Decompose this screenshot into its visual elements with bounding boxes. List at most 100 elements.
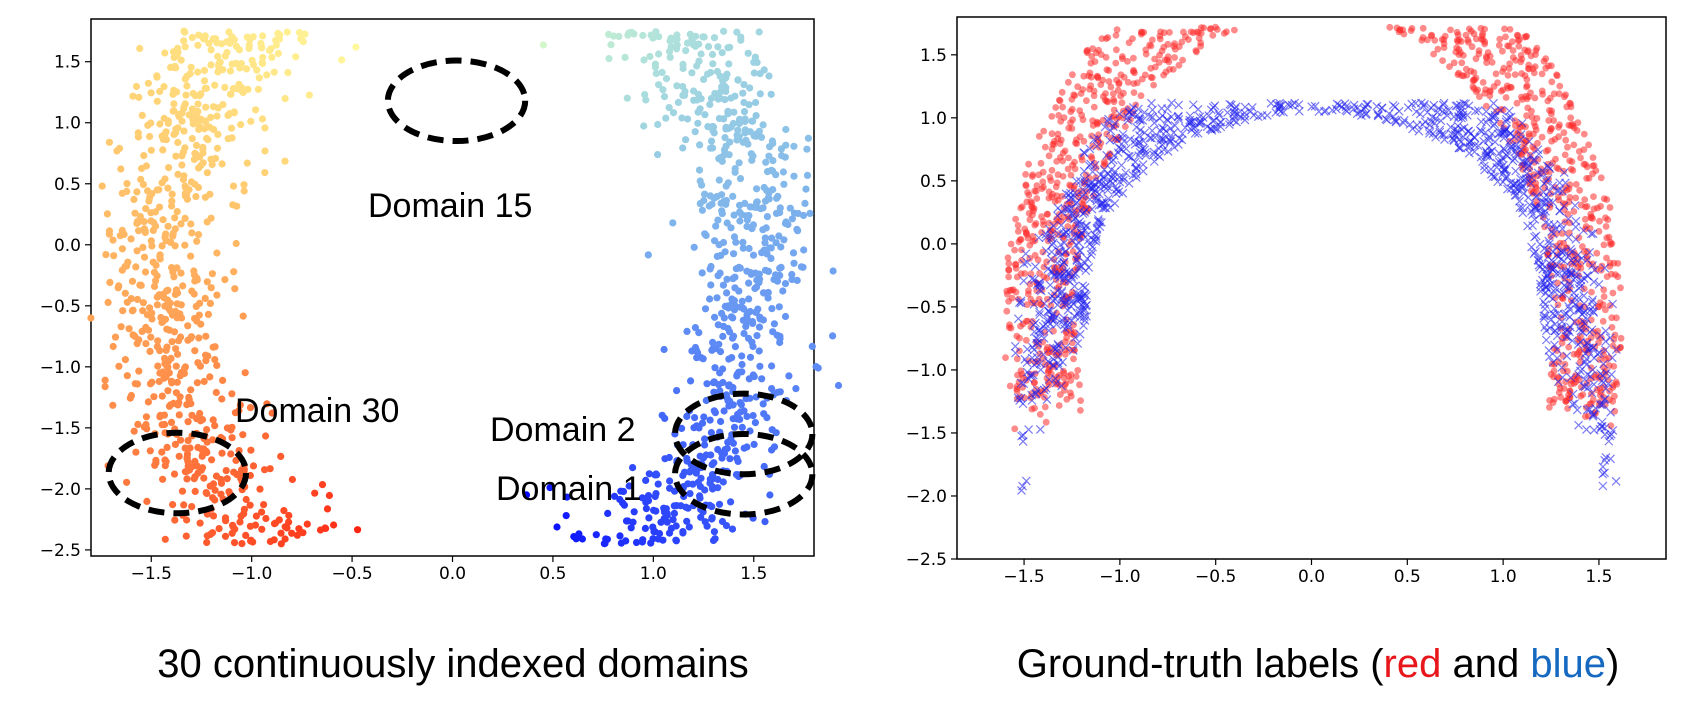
blue-point	[1204, 111, 1214, 121]
red-point	[1083, 97, 1090, 105]
domain-point	[178, 117, 186, 125]
domain-point	[161, 535, 169, 543]
y-tick-label: −0.5	[40, 297, 81, 317]
blue-point	[1174, 139, 1183, 149]
domain-point	[691, 324, 700, 332]
domain-point	[195, 117, 203, 125]
red-point	[1055, 402, 1063, 409]
blue-point	[1134, 137, 1144, 147]
red-point	[1545, 117, 1553, 124]
domain-point	[171, 225, 179, 233]
blue-point	[1498, 129, 1508, 139]
domain-point	[194, 183, 203, 192]
blue-point	[1187, 117, 1196, 127]
domain-point	[242, 531, 250, 540]
blue-point	[1606, 407, 1616, 417]
blue-point	[1484, 135, 1493, 145]
blue-point	[1093, 215, 1103, 224]
red-point	[1531, 94, 1539, 102]
y-tick-label: −2.0	[40, 480, 81, 500]
x-tick-label: −0.5	[1195, 567, 1236, 587]
red-point	[1110, 106, 1118, 114]
red-point	[1061, 381, 1069, 389]
domain-point	[237, 466, 246, 474]
blue-point	[1563, 214, 1573, 224]
red-point	[1046, 173, 1054, 181]
domain-point	[759, 400, 767, 408]
domain-point	[701, 230, 709, 238]
red-point	[1175, 43, 1183, 50]
domain-point	[755, 28, 763, 36]
blue-point	[1577, 253, 1587, 263]
red-point	[1030, 205, 1038, 212]
blue-point	[1606, 454, 1615, 464]
domain-point	[147, 333, 155, 341]
blue-point	[1501, 117, 1511, 127]
domain-point	[158, 448, 166, 456]
domain-point	[739, 138, 747, 146]
red-point	[1071, 165, 1079, 173]
domain-point	[246, 522, 254, 530]
blue-point	[1572, 272, 1581, 282]
red-point	[1440, 44, 1448, 51]
blue-point	[1174, 111, 1183, 121]
blue-point	[1505, 129, 1515, 139]
red-point	[1548, 137, 1555, 145]
blue-point	[1080, 315, 1090, 325]
blue-point	[1510, 191, 1520, 200]
blue-point	[1574, 420, 1584, 430]
blue-point	[1058, 357, 1068, 367]
blue-point	[1587, 388, 1597, 398]
domain-point	[191, 107, 200, 115]
domain-point	[763, 414, 771, 422]
domain-point	[764, 267, 773, 275]
blue-point	[1585, 306, 1595, 316]
red-point	[1610, 363, 1618, 370]
domain-point	[785, 372, 793, 380]
domain-point	[325, 491, 333, 500]
red-point	[1076, 133, 1084, 141]
red-point	[1596, 217, 1603, 225]
blue-point	[1398, 118, 1408, 128]
domain-point	[168, 338, 176, 346]
red-point	[1185, 36, 1192, 43]
domain-point	[629, 464, 637, 472]
blue-point	[1080, 148, 1090, 158]
blue-point	[1053, 352, 1063, 362]
blue-point	[1073, 251, 1083, 261]
red-point	[1492, 70, 1500, 78]
blue-point	[1545, 352, 1554, 362]
red-point	[1088, 132, 1095, 140]
domain-point	[138, 111, 146, 119]
domain-point	[670, 509, 679, 517]
red-point	[1550, 117, 1558, 124]
domain-point	[615, 32, 623, 41]
blue-point	[1307, 102, 1317, 112]
blue-point	[1570, 399, 1580, 408]
x-tick-label: 1.0	[640, 564, 667, 584]
domain-point	[194, 359, 202, 367]
domain-point	[759, 121, 767, 129]
red-point	[1434, 45, 1442, 53]
domain-point	[268, 53, 276, 61]
red-point	[1550, 367, 1558, 375]
blue-point	[1045, 280, 1055, 290]
domain-point	[725, 60, 733, 68]
red-point	[1005, 273, 1012, 281]
domain-point	[763, 213, 772, 221]
left-domain-circles	[105, 57, 816, 518]
domain-point	[658, 68, 666, 76]
red-point	[1029, 211, 1036, 219]
blue-point	[1226, 100, 1236, 110]
red-point	[1499, 47, 1506, 55]
domain-point	[723, 289, 731, 297]
red-point	[1538, 133, 1546, 141]
red-point	[1481, 38, 1489, 46]
domain-point	[259, 32, 267, 40]
blue-point	[1582, 339, 1592, 348]
blue-point	[1027, 274, 1037, 284]
domain-point	[245, 44, 253, 53]
domain-point	[767, 90, 775, 98]
domain-point	[150, 268, 158, 276]
blue-point	[1027, 353, 1037, 363]
